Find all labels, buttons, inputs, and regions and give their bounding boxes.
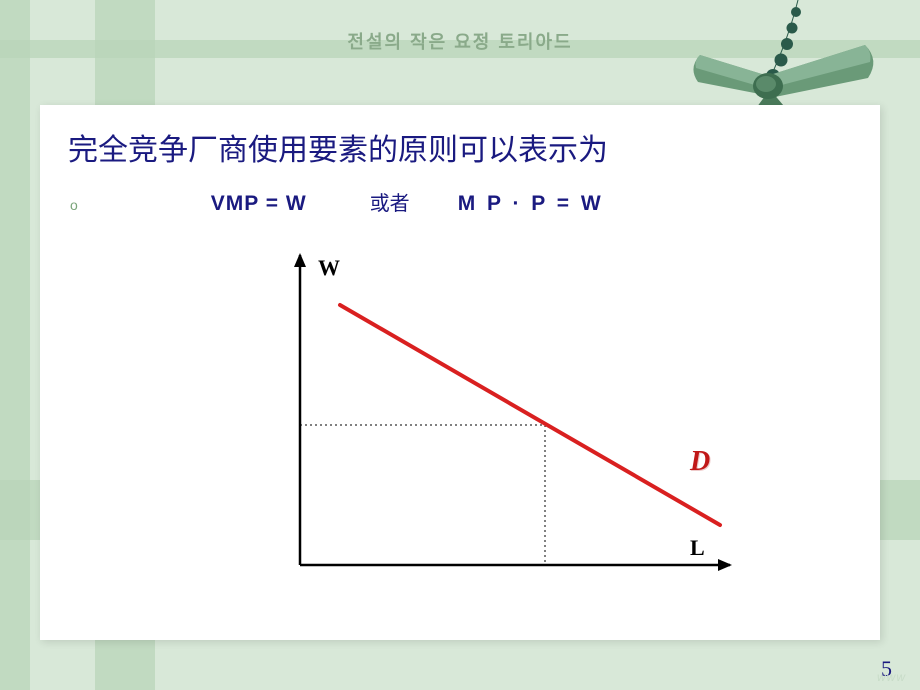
svg-text:D: D	[689, 446, 710, 477]
content-panel: 完全竞争厂商使用要素的原则可以表示为 o VMP = W 或者 M P · P …	[40, 105, 880, 640]
formula-row: o VMP = W 或者 M P · P = W	[68, 187, 852, 216]
slide-title: 完全竞争厂商使用要素的原则可以表示为	[68, 125, 852, 169]
formula-mpp: M P · P = W	[458, 192, 604, 216]
bullet-icon: o	[70, 197, 78, 213]
watermark-text: www	[877, 670, 906, 684]
demand-chart: W L D	[240, 245, 760, 605]
svg-text:L: L	[690, 535, 705, 560]
or-label: 或者	[370, 187, 410, 216]
formula-vmp: VMP = W	[211, 192, 307, 216]
plaid-stripe	[0, 0, 30, 690]
svg-text:W: W	[318, 255, 340, 280]
